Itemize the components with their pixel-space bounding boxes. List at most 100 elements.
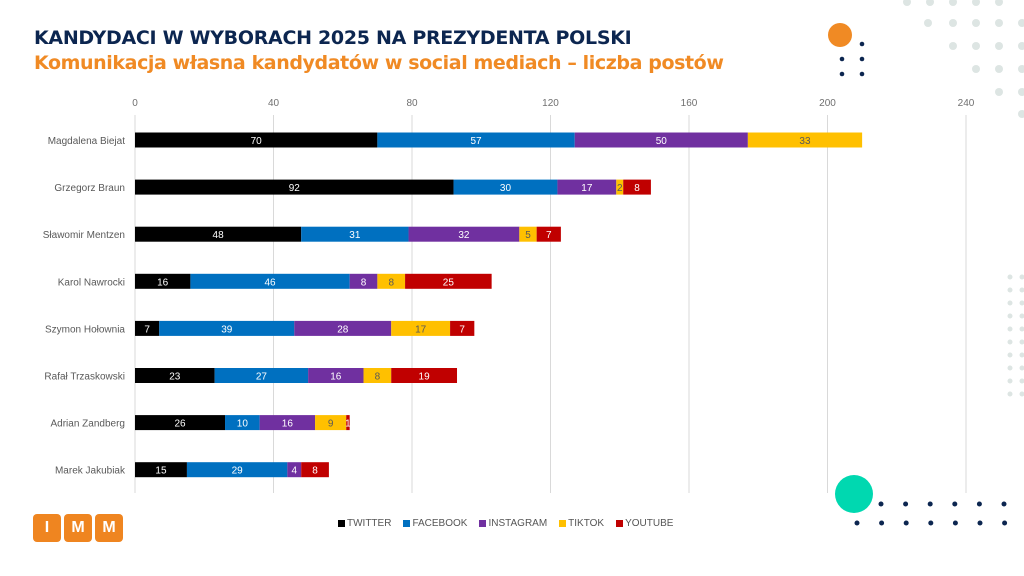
decor-dot <box>995 42 1003 50</box>
decor-dot <box>1007 287 1013 293</box>
logo-letter: I <box>33 514 61 542</box>
decor-dot <box>976 501 982 507</box>
data-label: 30 <box>500 183 512 194</box>
decor-dot <box>972 42 980 50</box>
decor-dot <box>972 0 980 6</box>
legend-label: TWITTER <box>347 518 392 529</box>
bar-segment-instagram <box>574 132 748 148</box>
bar-segment-twitter <box>135 179 454 195</box>
decor-dot <box>1019 274 1024 280</box>
bar-segment-instagram <box>557 179 617 195</box>
logo-letter: M <box>95 514 123 542</box>
decor-dot <box>859 41 865 47</box>
orange-circle-icon <box>828 23 852 47</box>
data-label: 17 <box>581 183 593 194</box>
x-tick-label: 240 <box>958 98 975 109</box>
decor-dot <box>949 0 957 6</box>
bar-segment-twitter <box>135 226 302 242</box>
decor-dot <box>995 88 1003 96</box>
data-label: 23 <box>169 372 181 383</box>
bar-segment-twitter <box>135 132 378 148</box>
decor-dot <box>1018 19 1024 27</box>
decor-dot <box>1018 88 1024 96</box>
bar-segment-facebook <box>159 320 295 336</box>
decor-dot <box>926 0 934 6</box>
x-tick-label: 80 <box>406 98 418 109</box>
data-label: 16 <box>330 372 342 383</box>
data-label: 9 <box>328 419 334 430</box>
x-tick-label: 200 <box>819 98 836 109</box>
logo-letter: M <box>64 514 92 542</box>
data-label: 15 <box>155 466 167 477</box>
data-label: 92 <box>289 183 301 194</box>
bar-segment-facebook <box>214 368 309 383</box>
data-label: 10 <box>237 419 249 430</box>
legend-item-youtube: YOUTUBE <box>616 518 673 529</box>
data-label: 7 <box>546 230 552 241</box>
chart-title: KANDYDACI W WYBORACH 2025 NA PREZYDENTA … <box>34 27 632 49</box>
decor-dot <box>1007 326 1013 332</box>
bar-segment-youtube <box>450 320 475 336</box>
chart-subtitle: Komunikacja własna kandydatów w social m… <box>34 52 724 74</box>
data-label: 17 <box>415 324 427 335</box>
bar-segment-facebook <box>225 415 260 431</box>
decor-dot <box>1019 300 1024 306</box>
data-label: 7 <box>144 324 150 335</box>
decor-dot <box>1007 339 1013 345</box>
data-label: 16 <box>157 277 169 288</box>
legend-label: TIKTOK <box>568 518 605 529</box>
category-label: Karol Nawrocki <box>58 277 125 288</box>
bar-segment-facebook <box>190 273 350 289</box>
data-label: 70 <box>251 136 263 147</box>
bar-segment-twitter <box>135 462 187 478</box>
bar-segment-instagram <box>408 226 520 242</box>
legend-label: FACEBOOK <box>412 518 468 529</box>
data-label: 7 <box>459 324 465 335</box>
category-label: Magdalena Biejat <box>48 136 125 147</box>
bar-segment-instagram <box>308 368 364 383</box>
decor-dot <box>1019 391 1024 397</box>
bar-segment-youtube <box>536 226 561 242</box>
bar-segment-youtube <box>301 462 329 478</box>
chart-legend: TWITTER FACEBOOK INSTAGRAM TIKTOK YOUTUBE <box>338 518 673 529</box>
decor-dot <box>839 56 845 62</box>
data-label: 26 <box>174 419 186 430</box>
decor-dot <box>903 520 909 526</box>
data-label: 57 <box>470 136 482 147</box>
decor-dot <box>903 0 911 6</box>
decor-dot <box>1007 313 1013 319</box>
decor-dot <box>854 520 860 526</box>
decor-dot <box>1002 520 1008 526</box>
data-label: 46 <box>264 277 276 288</box>
category-label: Adrian Zandberg <box>51 419 126 430</box>
decor-dot <box>1019 326 1024 332</box>
data-label: 2 <box>617 183 623 194</box>
decor-dot <box>949 42 957 50</box>
category-label: Marek Jakubiak <box>55 466 126 477</box>
x-tick-label: 120 <box>542 98 559 109</box>
decor-dot <box>995 0 1003 6</box>
legend-item-instagram: INSTAGRAM <box>479 518 547 529</box>
decor-dot <box>1001 501 1007 507</box>
data-label: 32 <box>458 230 470 241</box>
legend-item-tiktok: TIKTOK <box>559 518 604 529</box>
decor-dot <box>1007 352 1013 358</box>
category-label: Rafał Trzaskowski <box>44 372 125 383</box>
data-label: 19 <box>419 372 431 383</box>
bar-segment-instagram <box>294 320 392 336</box>
decor-dot <box>1007 365 1013 371</box>
data-label: 8 <box>388 277 394 288</box>
bar-segment-twitter <box>135 415 226 431</box>
bar-segment-tiktok <box>519 226 537 242</box>
bar-segment-youtube <box>391 368 458 383</box>
decor-dot <box>879 520 885 526</box>
bar-segment-youtube <box>405 273 492 289</box>
data-label: 4 <box>291 466 297 477</box>
bar-segment-twitter <box>135 320 160 336</box>
decor-dot <box>859 71 865 77</box>
data-label: 25 <box>443 277 455 288</box>
bar-segment-instagram <box>349 273 378 289</box>
category-label: Grzegorz Braun <box>54 183 125 194</box>
decor-dot <box>1019 313 1024 319</box>
bar-segment-tiktok <box>315 415 347 431</box>
